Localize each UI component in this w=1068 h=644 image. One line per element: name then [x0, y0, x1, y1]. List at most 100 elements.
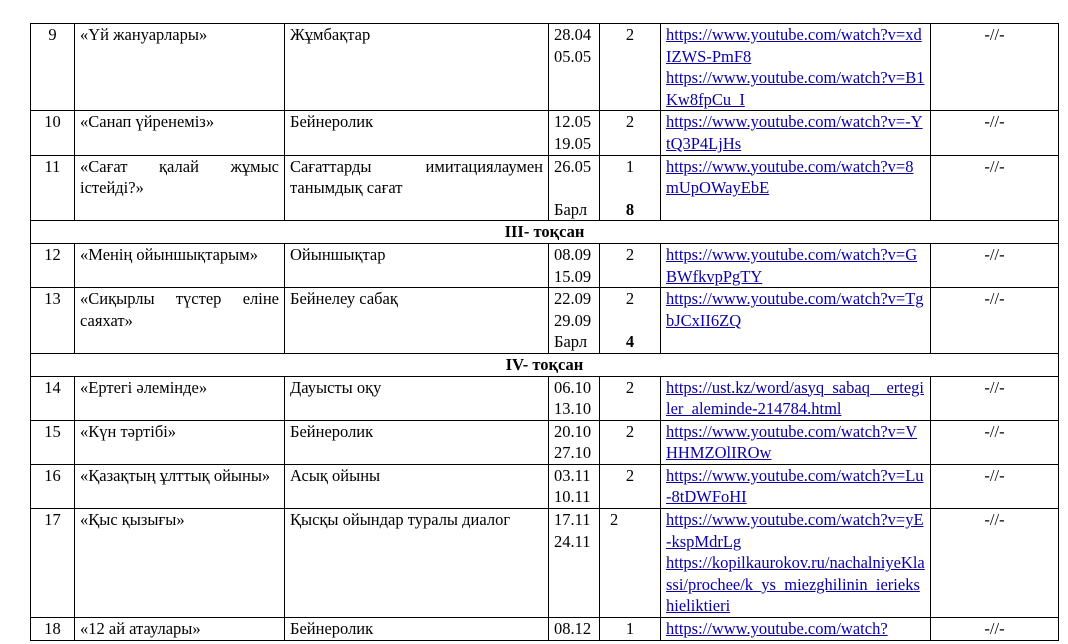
resource-link[interactable]: https://www.youtube.com/watch?v=yE-kspMd…	[666, 510, 924, 551]
lesson-form: Бейнеролик	[284, 110, 549, 156]
lesson-hours: 2	[599, 22, 661, 112]
lesson-form: Жұмбақтар	[284, 22, 549, 112]
hours-line: 2	[625, 289, 635, 309]
lesson-dates: 03.11 10.11	[548, 463, 600, 510]
lesson-title: «Сағат қалай жұмыс істейді?»	[74, 154, 285, 222]
date-line: 29.09	[554, 310, 592, 330]
lesson-plan-table: 9 «Үй жануарлары» Жұмбақтар 28.04 05.05 2 http…	[30, 22, 1059, 641]
date-line: 06.10	[554, 377, 592, 397]
lesson-links: https://www.youtube.com/watch?v=Lu-8tDWF…	[660, 463, 931, 510]
lesson-hours: 2	[599, 242, 661, 289]
date-line: 05.05	[554, 46, 592, 66]
resource-link[interactable]: https://www.youtube.com/watch?v=TgbJCxII…	[666, 289, 924, 330]
lesson-number: 13	[30, 287, 75, 354]
lesson-dates: 26.05 Барл	[548, 154, 600, 222]
table-row: 11 «Сағат қалай жұмыс істейді?» Сағаттарды…	[30, 154, 1059, 222]
lesson-hours: 1	[599, 617, 661, 641]
resource-link[interactable]: https://www.youtube.com/watch?v=GBWfkvpP…	[666, 244, 918, 286]
lesson-dates: 08.12	[548, 617, 600, 641]
hours-total: 4	[625, 332, 635, 352]
lesson-links: https://ust.kz/word/asyq_sabaq__ertegile…	[660, 375, 931, 421]
lesson-number: 16	[30, 463, 75, 510]
resource-link[interactable]: https://ust.kz/word/asyq_sabaq__ertegile…	[666, 377, 924, 419]
resource-link[interactable]: https://www.youtube.com/watch?v=8mUpOWay…	[666, 156, 914, 198]
lesson-form: Бейнелеу сабақ	[284, 287, 549, 354]
date-line: 27.10	[554, 443, 592, 463]
date-line: 26.05	[554, 156, 592, 176]
lesson-form: Бейнеролик	[284, 617, 549, 641]
lesson-note: -//-	[930, 419, 1059, 465]
lesson-number: 11	[30, 154, 75, 222]
lesson-hours: 1 8	[599, 154, 661, 222]
lesson-title: «Үй жануарлары»	[74, 22, 285, 112]
date-line: 08.12	[554, 619, 592, 639]
lesson-title: «Күн тәртібі»	[74, 419, 285, 465]
table-row: 9 «Үй жануарлары» Жұмбақтар 28.04 05.05 2 http…	[30, 22, 1059, 112]
hours-line: 1	[625, 156, 635, 176]
lesson-dates: 17.11 24.11	[548, 508, 600, 619]
table-row: 18 «12 ай атаулары» Бейнеролик 08.12 1 https:…	[30, 617, 1059, 641]
date-line: Барл	[554, 332, 588, 352]
lesson-title: «Қыс қызығы»	[74, 508, 285, 619]
quarter-header-row: ІV- тоқсан	[30, 352, 1059, 377]
date-line: Барл	[554, 199, 588, 219]
date-line: 15.09	[554, 266, 592, 286]
lesson-form: Дауысты оқу	[284, 375, 549, 421]
date-line: 20.10	[554, 421, 592, 441]
hours-line: 2	[610, 510, 619, 530]
lesson-form: Асық ойыны	[284, 463, 549, 510]
quarter-header-row: ІІІ- тоқсан	[30, 220, 1059, 244]
date-line: 03.11	[554, 465, 591, 485]
table-row: 17 «Қыс қызығы» Қысқы ойындар туралы диало…	[30, 508, 1059, 619]
lesson-number: 17	[30, 508, 75, 619]
resource-link[interactable]: https://kopilkaurokov.ru/nachalniyeKlass…	[666, 553, 925, 616]
lesson-dates: 20.10 27.10	[548, 419, 600, 465]
resource-link[interactable]: https://www.youtube.com/watch?	[666, 619, 888, 639]
lesson-number: 18	[30, 617, 75, 641]
date-line: 08.09	[554, 244, 592, 264]
quarter-label: ІІІ- тоқсан	[30, 220, 1059, 244]
resource-link[interactable]: https://www.youtube.com/watch?v=Lu-8tDWF…	[666, 465, 924, 507]
date-line: 13.10	[554, 399, 592, 419]
hours-total: 8	[625, 199, 635, 219]
resource-link[interactable]: https://www.youtube.com/watch?v=xdIZWS-P…	[666, 25, 922, 66]
lesson-note: -//-	[930, 154, 1059, 222]
table-row: 14 «Ертегі әлемінде» Дауысты оқу 06.10 13.10…	[30, 375, 1059, 421]
lesson-number: 15	[30, 419, 75, 465]
lesson-form: Ойыншықтар	[284, 242, 549, 289]
lesson-dates: 12.05 19.05	[548, 110, 600, 156]
lesson-hours: 2	[599, 110, 661, 156]
date-line: 10.11	[554, 487, 591, 507]
lesson-number: 12	[30, 242, 75, 289]
hours-line: 2	[625, 112, 635, 132]
lesson-number: 10	[30, 110, 75, 156]
lesson-form: Сағаттарды имитациялаумен танымдық сағат	[284, 154, 549, 222]
hours-line: 2	[625, 421, 635, 441]
lesson-links: https://www.youtube.com/watch?v=yE-kspMd…	[660, 508, 931, 619]
hours-line: 1	[625, 619, 635, 639]
lesson-form: Қысқы ойындар туралы диалог	[284, 508, 549, 619]
lesson-hours: 2	[599, 375, 661, 421]
lesson-hours: 2	[599, 463, 661, 510]
lesson-title: «Менің ойыншықтарым»	[74, 242, 285, 289]
hours-line	[605, 310, 655, 332]
lesson-note: -//-	[930, 375, 1059, 421]
date-line: 24.11	[554, 531, 591, 551]
lesson-note: -//-	[930, 110, 1059, 156]
date-line	[554, 177, 594, 199]
lesson-note: -//-	[930, 617, 1059, 641]
resource-link[interactable]: https://www.youtube.com/watch?v=VHHMZOlI…	[666, 421, 918, 463]
lesson-number: 9	[30, 22, 75, 112]
date-line: 28.04	[554, 25, 592, 44]
table-row: 15 «Күн тәртібі» Бейнеролик 20.10 27.10 2 http…	[30, 419, 1059, 465]
lesson-note: -//-	[930, 287, 1059, 354]
resource-link[interactable]: https://www.youtube.com/watch?v=B1Kw8fpC…	[666, 68, 925, 109]
resource-link[interactable]: https://www.youtube.com/watch?v=-YtQ3P4L…	[666, 112, 923, 153]
lesson-title: «Сиқырлы түстер еліне саяхат»	[74, 287, 285, 354]
hours-line: 2	[625, 244, 635, 264]
lesson-dates: 28.04 05.05	[548, 22, 600, 112]
lesson-hours: 2	[599, 508, 661, 619]
lesson-title: «12 ай атаулары»	[74, 617, 285, 641]
date-line: 17.11	[554, 510, 591, 530]
hours-line: 2	[625, 377, 635, 397]
